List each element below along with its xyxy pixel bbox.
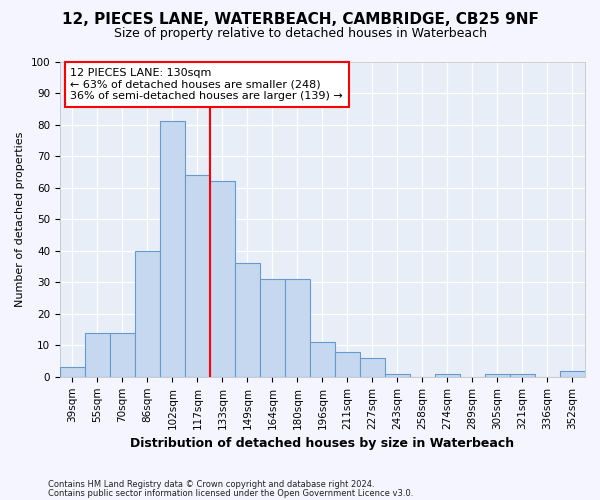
Bar	[60, 368, 85, 377]
Bar	[135, 250, 160, 377]
Text: Contains HM Land Registry data © Crown copyright and database right 2024.: Contains HM Land Registry data © Crown c…	[48, 480, 374, 489]
Bar	[235, 264, 260, 377]
Bar	[310, 342, 335, 377]
Bar	[110, 332, 135, 377]
Text: 12 PIECES LANE: 130sqm
← 63% of detached houses are smaller (248)
36% of semi-de: 12 PIECES LANE: 130sqm ← 63% of detached…	[70, 68, 343, 101]
Bar	[335, 352, 360, 377]
Bar	[160, 122, 185, 377]
Bar	[510, 374, 535, 377]
Bar	[435, 374, 460, 377]
Bar	[560, 370, 585, 377]
Text: Contains public sector information licensed under the Open Government Licence v3: Contains public sector information licen…	[48, 488, 413, 498]
Bar	[385, 374, 410, 377]
Bar	[185, 175, 210, 377]
Bar	[85, 332, 110, 377]
Y-axis label: Number of detached properties: Number of detached properties	[15, 132, 25, 307]
Text: 12, PIECES LANE, WATERBEACH, CAMBRIDGE, CB25 9NF: 12, PIECES LANE, WATERBEACH, CAMBRIDGE, …	[62, 12, 538, 28]
Bar	[210, 182, 235, 377]
Text: Size of property relative to detached houses in Waterbeach: Size of property relative to detached ho…	[113, 28, 487, 40]
X-axis label: Distribution of detached houses by size in Waterbeach: Distribution of detached houses by size …	[130, 437, 515, 450]
Bar	[285, 279, 310, 377]
Bar	[485, 374, 510, 377]
Bar	[360, 358, 385, 377]
Bar	[260, 279, 285, 377]
